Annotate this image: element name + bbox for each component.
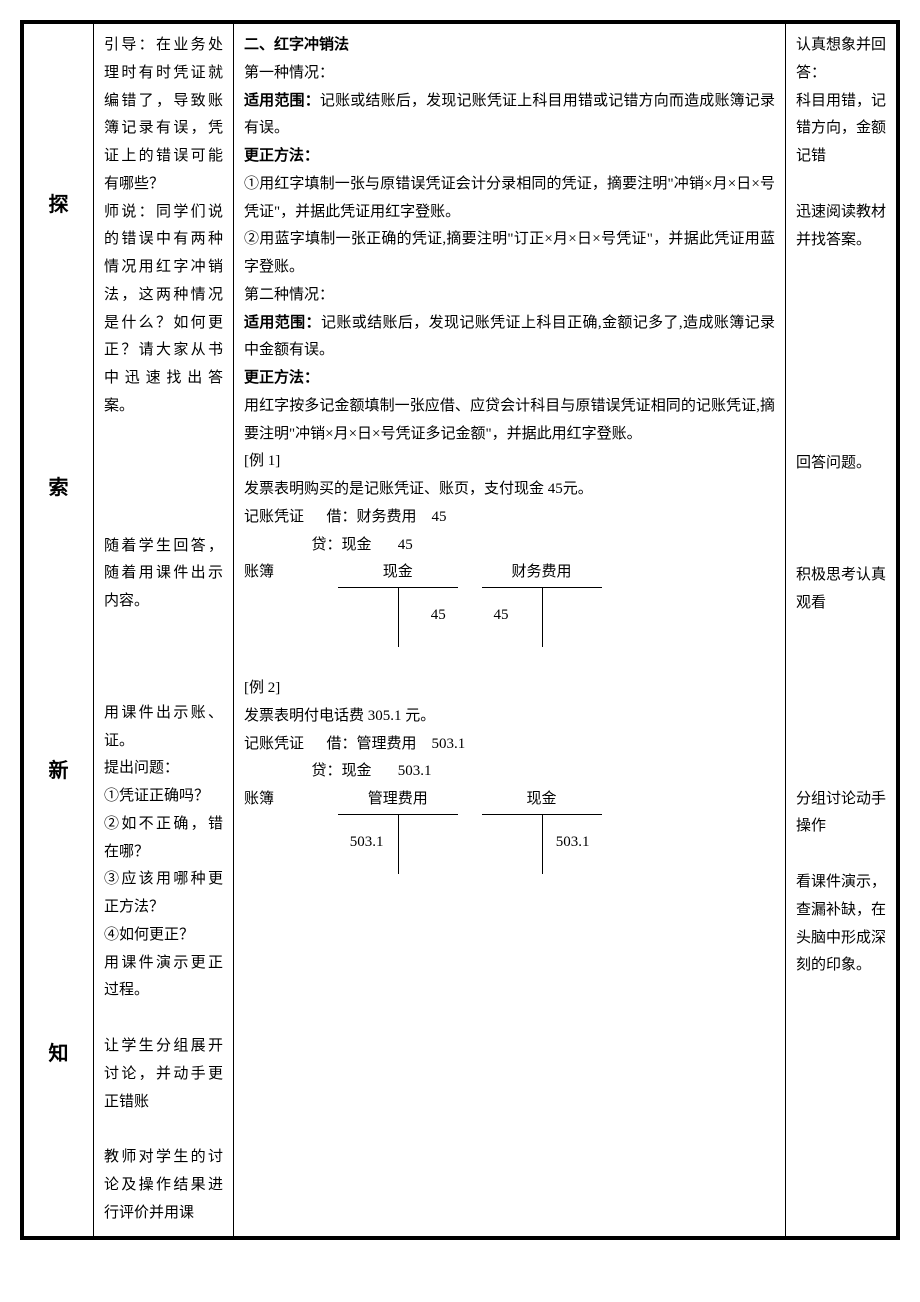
title-char-2: 索 (49, 470, 69, 507)
activity-watch-demo: 看课件演示，查漏补缺，在头脑中形成深刻的印象。 (796, 869, 886, 980)
example2-ledger: 账簿 管理费用 503.1 现金 503.1 (244, 786, 775, 874)
title-char-4: 知 (49, 1036, 69, 1073)
guidance-teacher-says: 师说：同学们说的错误中有两种情况用红字冲销法，这两种情况是什么？如何更正？请大家… (104, 199, 223, 421)
ledger-label-1: 账簿 (244, 559, 324, 587)
example2-credit: 贷：现金 503.1 (244, 758, 775, 786)
method-label-2: 更正方法： (244, 365, 775, 393)
case2-scope: 适用范围：记账或结账后，发现记账凭证上科目正确,金额记多了,造成账簿记录中金额有… (244, 310, 775, 366)
main-content-column: 二、红字冲销法 第一种情况： 适用范围：记账或结账后，发现记账凭证上科目用错或记… (234, 24, 786, 1236)
method1-step1: ①用红字填制一张与原错误凭证会计分录相同的凭证，摘要注明"冲销×月×日×号凭证"… (244, 171, 775, 227)
example1-debit: 记账凭证 借：财务费用 45 (244, 504, 775, 532)
activity-think: 认真想象并回答： (796, 32, 886, 88)
guidance-questions-label: 提出问题： (104, 755, 223, 783)
case2-label: 第二种情况： (244, 282, 775, 310)
guidance-q4: ④如何更正？ (104, 922, 223, 950)
t-account-finance-name: 财务费用 (482, 559, 602, 587)
case1-label: 第一种情况： (244, 60, 775, 88)
section-title-column: 探 索 新 知 (24, 24, 94, 1236)
t-account-admin-debit: 503.1 (350, 829, 384, 857)
t-account-cash-name: 现金 (338, 559, 458, 587)
t-account-finance-expense: 财务费用 45 (482, 559, 602, 647)
activity-answer: 科目用错，记错方向，金额记错 (796, 88, 886, 171)
example1-desc: 发票表明购买的是记账凭证、账页，支付现金 45元。 (244, 476, 775, 504)
guidance-q1: ①凭证正确吗？ (104, 783, 223, 811)
guidance-show-voucher: 用课件出示账、证。 (104, 700, 223, 756)
title-char-3: 新 (49, 753, 69, 790)
case1-scope: 适用范围：记账或结账后，发现记账凭证上科目用错或记错方向而造成账簿记录有误。 (244, 88, 775, 144)
t-account-admin-expense: 管理费用 503.1 (338, 786, 458, 874)
activity-answer-q: 回答问题。 (796, 450, 886, 478)
guidance-courseware: 随着学生回答，随着用课件出示内容。 (104, 533, 223, 616)
method-label-1: 更正方法： (244, 143, 775, 171)
lesson-table: 探 索 新 知 引导：在业务处理时有时凭证就编错了，导致账簿记录有误，凭证上的错… (20, 20, 900, 1240)
guidance-q2: ②如不正确，错在哪？ (104, 811, 223, 867)
ledger-label-2: 账簿 (244, 786, 324, 814)
guidance-group-discuss: 让学生分组展开讨论，并动手更正错账 (104, 1033, 223, 1116)
teacher-guidance-column: 引导：在业务处理时有时凭证就编错了，导致账簿记录有误，凭证上的错误可能有哪些？ … (94, 24, 234, 1236)
student-activity-column: 认真想象并回答： 科目用错，记错方向，金额记错 迅速阅读教材并找答案。 回答问题… (786, 24, 896, 1236)
t-account-cash: 现金 45 (338, 559, 458, 647)
t-account-cash2-credit: 503.1 (556, 829, 590, 857)
guidance-evaluate: 教师对学生的讨论及操作结果进行评价并用课 (104, 1144, 223, 1227)
t-account-admin-name: 管理费用 (338, 786, 458, 814)
method1-step2: ②用蓝字填制一张正确的凭证,摘要注明"订正×月×日×号凭证"，并据此凭证用蓝字登… (244, 226, 775, 282)
t-account-cash2-name: 现金 (482, 786, 602, 814)
scope2-text: 记账或结账后，发现记账凭证上科目正确,金额记多了,造成账簿记录中金额有误。 (244, 315, 775, 359)
title-char-1: 探 (49, 187, 69, 224)
content-title: 二、红字冲销法 (244, 32, 775, 60)
t-account-cash-credit: 45 (431, 602, 446, 630)
example2-label: [例 2] (244, 675, 775, 703)
t-account-finance-debit: 45 (494, 602, 509, 630)
scope-label: 适用范围： (244, 93, 320, 109)
guidance-q3: ③应该用哪种更正方法？ (104, 866, 223, 922)
scope-label-2: 适用范围： (244, 315, 321, 331)
guidance-intro: 引导：在业务处理时有时凭证就编错了，导致账簿记录有误，凭证上的错误可能有哪些？ (104, 32, 223, 199)
example2-desc: 发票表明付电话费 305.1 元。 (244, 703, 775, 731)
scope1-text: 记账或结账后，发现记账凭证上科目用错或记错方向而造成账簿记录有误。 (244, 93, 775, 137)
activity-read: 迅速阅读教材并找答案。 (796, 199, 886, 255)
method2-text: 用红字按多记金额填制一张应借、应贷会计科目与原错误凭证相同的记账凭证,摘要注明"… (244, 393, 775, 449)
example2-debit: 记账凭证 借：管理费用 503.1 (244, 731, 775, 759)
activity-group: 分组讨论动手操作 (796, 786, 886, 842)
t-account-cash-2: 现金 503.1 (482, 786, 602, 874)
example1-label: [例 1] (244, 448, 775, 476)
example1-ledger: 账簿 现金 45 财务费用 45 (244, 559, 775, 647)
activity-observe: 积极思考认真观看 (796, 562, 886, 618)
example1-credit: 贷：现金 45 (244, 532, 775, 560)
guidance-demo: 用课件演示更正过程。 (104, 950, 223, 1006)
